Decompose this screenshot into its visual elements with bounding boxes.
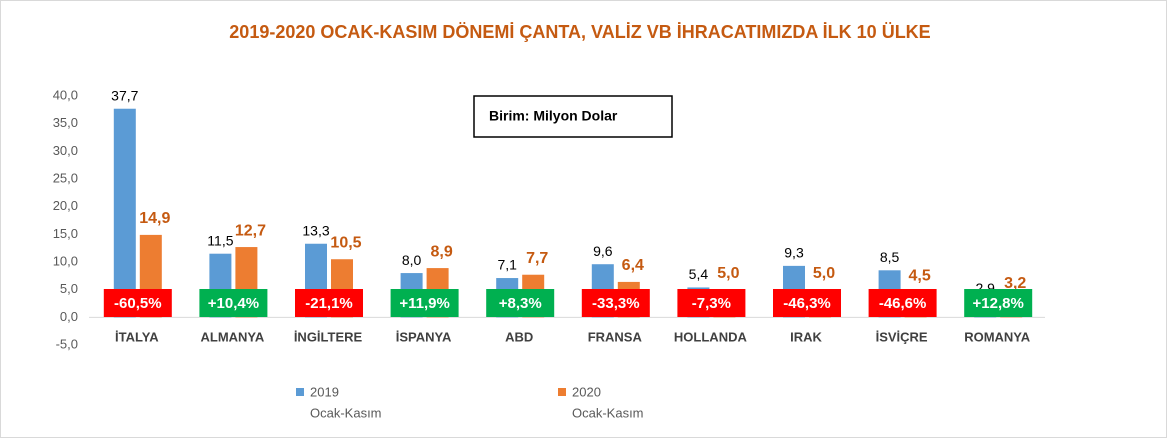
value-label: 37,7	[111, 87, 138, 103]
change-label: +11,9%	[399, 295, 449, 312]
change-label: -46,6%	[879, 295, 927, 312]
legend-label: 2019	[310, 384, 339, 399]
value-label: 6,4	[622, 257, 644, 274]
y-tick-label: 0,0	[60, 309, 78, 324]
bar	[113, 108, 136, 318]
value-label: 12,7	[235, 222, 266, 239]
x-tick-label: İTALYA	[115, 329, 159, 344]
change-badge	[486, 289, 555, 317]
value-label: 13,3	[302, 222, 329, 238]
change-badge	[390, 289, 459, 317]
legend-label: 2020	[572, 384, 601, 399]
value-label: 5,0	[717, 265, 739, 282]
change-label: -33,3%	[592, 295, 640, 312]
x-tick-label: İNGİLTERE	[294, 329, 363, 344]
legend-swatch	[296, 388, 304, 396]
x-tick-label: HOLLANDA	[674, 329, 748, 344]
value-label: 4,5	[908, 268, 930, 285]
change-badge	[581, 289, 650, 317]
change-label: -7,3%	[692, 295, 731, 312]
change-badge	[773, 289, 841, 317]
change-badge	[677, 289, 746, 317]
x-tick-label: IRAK	[790, 329, 822, 344]
legend-sublabel: Ocak-Kasım	[310, 405, 382, 420]
y-tick-label: 10,0	[53, 253, 78, 268]
value-label: 7,1	[497, 257, 517, 273]
value-label: 3,2	[1004, 275, 1026, 292]
y-tick-label: 20,0	[53, 198, 78, 213]
x-tick-label: ROMANYA	[964, 329, 1031, 344]
change-label: +8,3%	[499, 295, 542, 312]
y-tick-label: 40,0	[53, 87, 78, 102]
change-badge	[868, 289, 937, 317]
legend-sublabel: Ocak-Kasım	[572, 405, 644, 420]
annotation: Birim: Milyon Dolar	[489, 108, 618, 124]
change-label: -21,1%	[305, 295, 353, 312]
change-label: -46,3%	[783, 295, 831, 312]
value-label: 7,7	[526, 250, 548, 267]
y-tick-label: -5,0	[56, 336, 78, 351]
value-label: 9,3	[784, 245, 804, 261]
value-label: 10,5	[330, 234, 361, 251]
value-label: 5,4	[689, 266, 709, 282]
chart-title: 2019-2020 OCAK-KASIM DÖNEMİ ÇANTA, VALİZ…	[229, 22, 930, 42]
x-tick-label: İSPANYA	[396, 329, 452, 344]
legend-swatch	[558, 388, 566, 396]
change-badge	[103, 289, 172, 317]
x-tick-label: ALMANYA	[200, 329, 264, 344]
value-label: 5,0	[813, 265, 835, 282]
change-badge	[199, 289, 268, 317]
value-label: 11,5	[207, 232, 233, 248]
y-tick-label: 5,0	[60, 281, 78, 296]
value-label: 9,6	[593, 243, 613, 259]
change-badge	[964, 289, 1033, 317]
change-label: +10,4%	[208, 295, 259, 312]
value-label: 14,9	[139, 210, 170, 227]
annotation-box	[473, 95, 673, 138]
change-label: -60,5%	[114, 295, 162, 312]
y-tick-label: 35,0	[53, 115, 78, 130]
change-badge	[295, 289, 363, 317]
y-tick-label: 30,0	[53, 143, 78, 158]
x-tick-label: ABD	[505, 329, 533, 344]
value-label: 8,9	[430, 243, 452, 260]
y-tick-label: 15,0	[53, 226, 78, 241]
change-label: +12,8%	[973, 295, 1024, 312]
x-tick-label: FRANSA	[588, 329, 643, 344]
value-label: 8,0	[402, 252, 422, 268]
y-tick-label: 25,0	[53, 170, 78, 185]
value-label: 8,5	[880, 249, 900, 265]
x-tick-label: İSVİÇRE	[876, 329, 928, 344]
